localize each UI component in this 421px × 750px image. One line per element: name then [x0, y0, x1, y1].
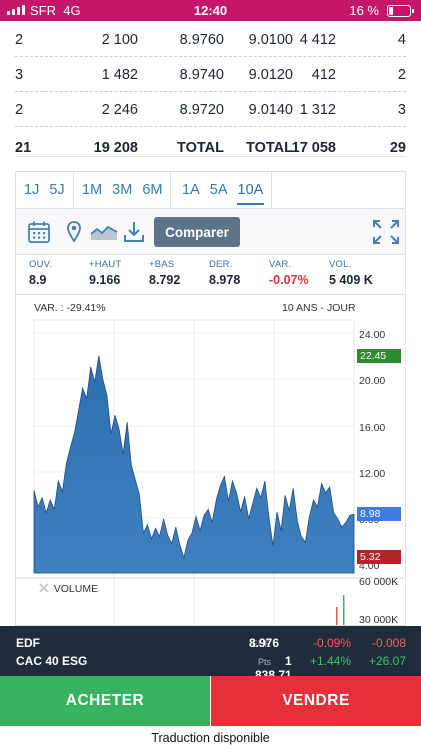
ticker-price: 1 838.71 Pts: [254, 654, 292, 682]
tab-10a[interactable]: 10A: [236, 182, 265, 205]
stat-high: +HAUT 9.166: [89, 259, 122, 287]
stat-low: +BAS 8.792: [149, 259, 181, 287]
tab-1m[interactable]: 1M: [82, 182, 103, 198]
tab-5j[interactable]: 5J: [49, 182, 65, 198]
order-book-row: 2 2 100 8.9760 9.0100 4 412 4: [15, 22, 406, 57]
ask-quantity: 412: [311, 67, 336, 83]
price-chart-canvas: [16, 319, 405, 625]
close-icon[interactable]: ✕: [38, 580, 50, 596]
buy-button[interactable]: ACHETER: [0, 676, 210, 726]
y-tick: 12.00: [359, 468, 386, 480]
ticker-change: -0.008: [371, 636, 406, 650]
pin-icon[interactable]: [62, 220, 86, 244]
bid-price: 8.9720: [179, 102, 224, 118]
order-book-total-row: 21 19 208 TOTAL TOTAL 17 058 29: [15, 127, 406, 167]
order-book-row: 2 2 246 8.9720 9.0140 1 312 3: [15, 92, 406, 127]
ticker-percent-change: +1.44%: [309, 654, 351, 668]
bid-quantity: 2 246: [101, 102, 138, 118]
sell-button[interactable]: VENDRE: [211, 676, 421, 726]
stat-open: OUV. 8.9: [29, 259, 53, 287]
total-label: TOTAL: [246, 140, 293, 156]
divider: [15, 156, 406, 157]
translation-banner[interactable]: Traduction disponible: [0, 726, 421, 750]
volume-bar: [343, 595, 345, 625]
fullscreen-icon[interactable]: [371, 218, 401, 246]
status-bar: SFR 4G 12:40 16 %: [0, 0, 421, 21]
y-tick: 16.00: [359, 422, 386, 434]
ask-price: 9.0140: [248, 102, 293, 118]
calendar-icon[interactable]: [27, 220, 51, 244]
ask-quantity: 4 412: [299, 32, 336, 48]
ask-orders: 4: [397, 32, 406, 48]
stat-variation: VAR. -0.07%: [269, 259, 309, 287]
period-group-years: 1A 5A 10A: [174, 172, 273, 208]
stat-volume: VOL. 5 409 K: [329, 259, 373, 287]
bid-orders: 2: [15, 32, 24, 48]
signal-icon: [7, 5, 25, 15]
ticker-percent-change: -0.09%: [312, 636, 351, 650]
ticker-name: CAC 40 ESG: [16, 654, 88, 668]
ticker-price: 8.976 EUR: [248, 636, 280, 650]
total-ask-quantity: 17 058: [291, 140, 336, 156]
tab-6m[interactable]: 6M: [142, 182, 163, 198]
low-price-tag: 5.32: [357, 550, 401, 565]
clock: 12:40: [193, 3, 228, 18]
ask-orders: 2: [397, 67, 406, 83]
total-label: TOTAL: [177, 140, 224, 156]
period-group-days: 1J 5J: [16, 172, 74, 208]
price-chart[interactable]: VAR. : -29.41% 10 ANS - JOUR 24.00 20.00…: [15, 295, 406, 626]
chart-variation-label: VAR. : -29.41%: [34, 302, 106, 314]
ticker-row-cac40esg[interactable]: CAC 40 ESG 1 838.71 Pts +1.44% +26.07: [0, 654, 421, 682]
ticker-change: +26.07: [368, 654, 406, 668]
stat-last: DER. 8.978: [209, 259, 241, 287]
bid-price: 8.9760: [179, 32, 224, 48]
bid-orders: 2: [15, 102, 24, 118]
ticker-panel: EDF 8.976 EUR -0.09% -0.008 CAC 40 ESG 1 …: [0, 626, 421, 682]
volume-label: ✕ VOLUME: [38, 580, 99, 596]
compare-button[interactable]: Comparer: [154, 217, 240, 247]
tab-5a[interactable]: 5A: [209, 182, 228, 198]
battery-percent: 16 %: [349, 3, 379, 18]
tab-1a[interactable]: 1A: [182, 182, 200, 198]
ask-price: 9.0120: [248, 67, 293, 83]
total-bid-orders: 21: [15, 140, 32, 156]
ask-price: 9.0100: [248, 32, 293, 48]
chart-toolbar: Comparer: [15, 209, 406, 255]
bid-quantity: 2 100: [101, 32, 138, 48]
total-bid-quantity: 19 208: [93, 140, 138, 156]
y-tick: 24.00: [359, 329, 386, 341]
tab-1j[interactable]: 1J: [24, 182, 40, 198]
volume-tick: 30 000K: [359, 614, 399, 626]
volume-tick: 60 000K: [359, 576, 399, 588]
battery-icon: [387, 5, 414, 17]
chart-period-label: 10 ANS - JOUR: [282, 302, 356, 314]
last-price-tag: 8.98: [357, 507, 401, 522]
bid-orders: 3: [15, 67, 24, 83]
y-tick: 20.00: [359, 375, 386, 387]
quote-stats: OUV. 8.9 +HAUT 9.166 +BAS 8.792 DER. 8.978 V…: [15, 255, 406, 295]
ticker-row-edf[interactable]: EDF 8.976 EUR -0.09% -0.008: [0, 636, 421, 654]
period-group-months: 1M 3M 6M: [74, 172, 172, 208]
tab-3m[interactable]: 3M: [112, 182, 133, 198]
area-chart-icon[interactable]: [90, 220, 118, 244]
price-area-series: [33, 355, 355, 574]
high-price-tag: 22.45: [357, 348, 401, 363]
carrier-network: SFR 4G: [30, 3, 81, 18]
order-book: 2 2 100 8.9760 9.0100 4 412 4 3 1 482 8.…: [15, 22, 406, 167]
total-ask-orders: 29: [389, 140, 406, 156]
ask-orders: 3: [397, 102, 406, 118]
bid-quantity: 1 482: [101, 67, 138, 83]
volume-bar: [336, 607, 338, 625]
ticker-name: EDF: [16, 636, 40, 650]
bid-price: 8.9740: [179, 67, 224, 83]
order-book-row: 3 1 482 8.9740 9.0120 412 2: [15, 57, 406, 92]
download-icon[interactable]: [122, 220, 146, 244]
ask-quantity: 1 312: [299, 102, 336, 118]
period-selector: 1J 5J 1M 3M 6M 1A 5A 10A: [15, 171, 406, 209]
